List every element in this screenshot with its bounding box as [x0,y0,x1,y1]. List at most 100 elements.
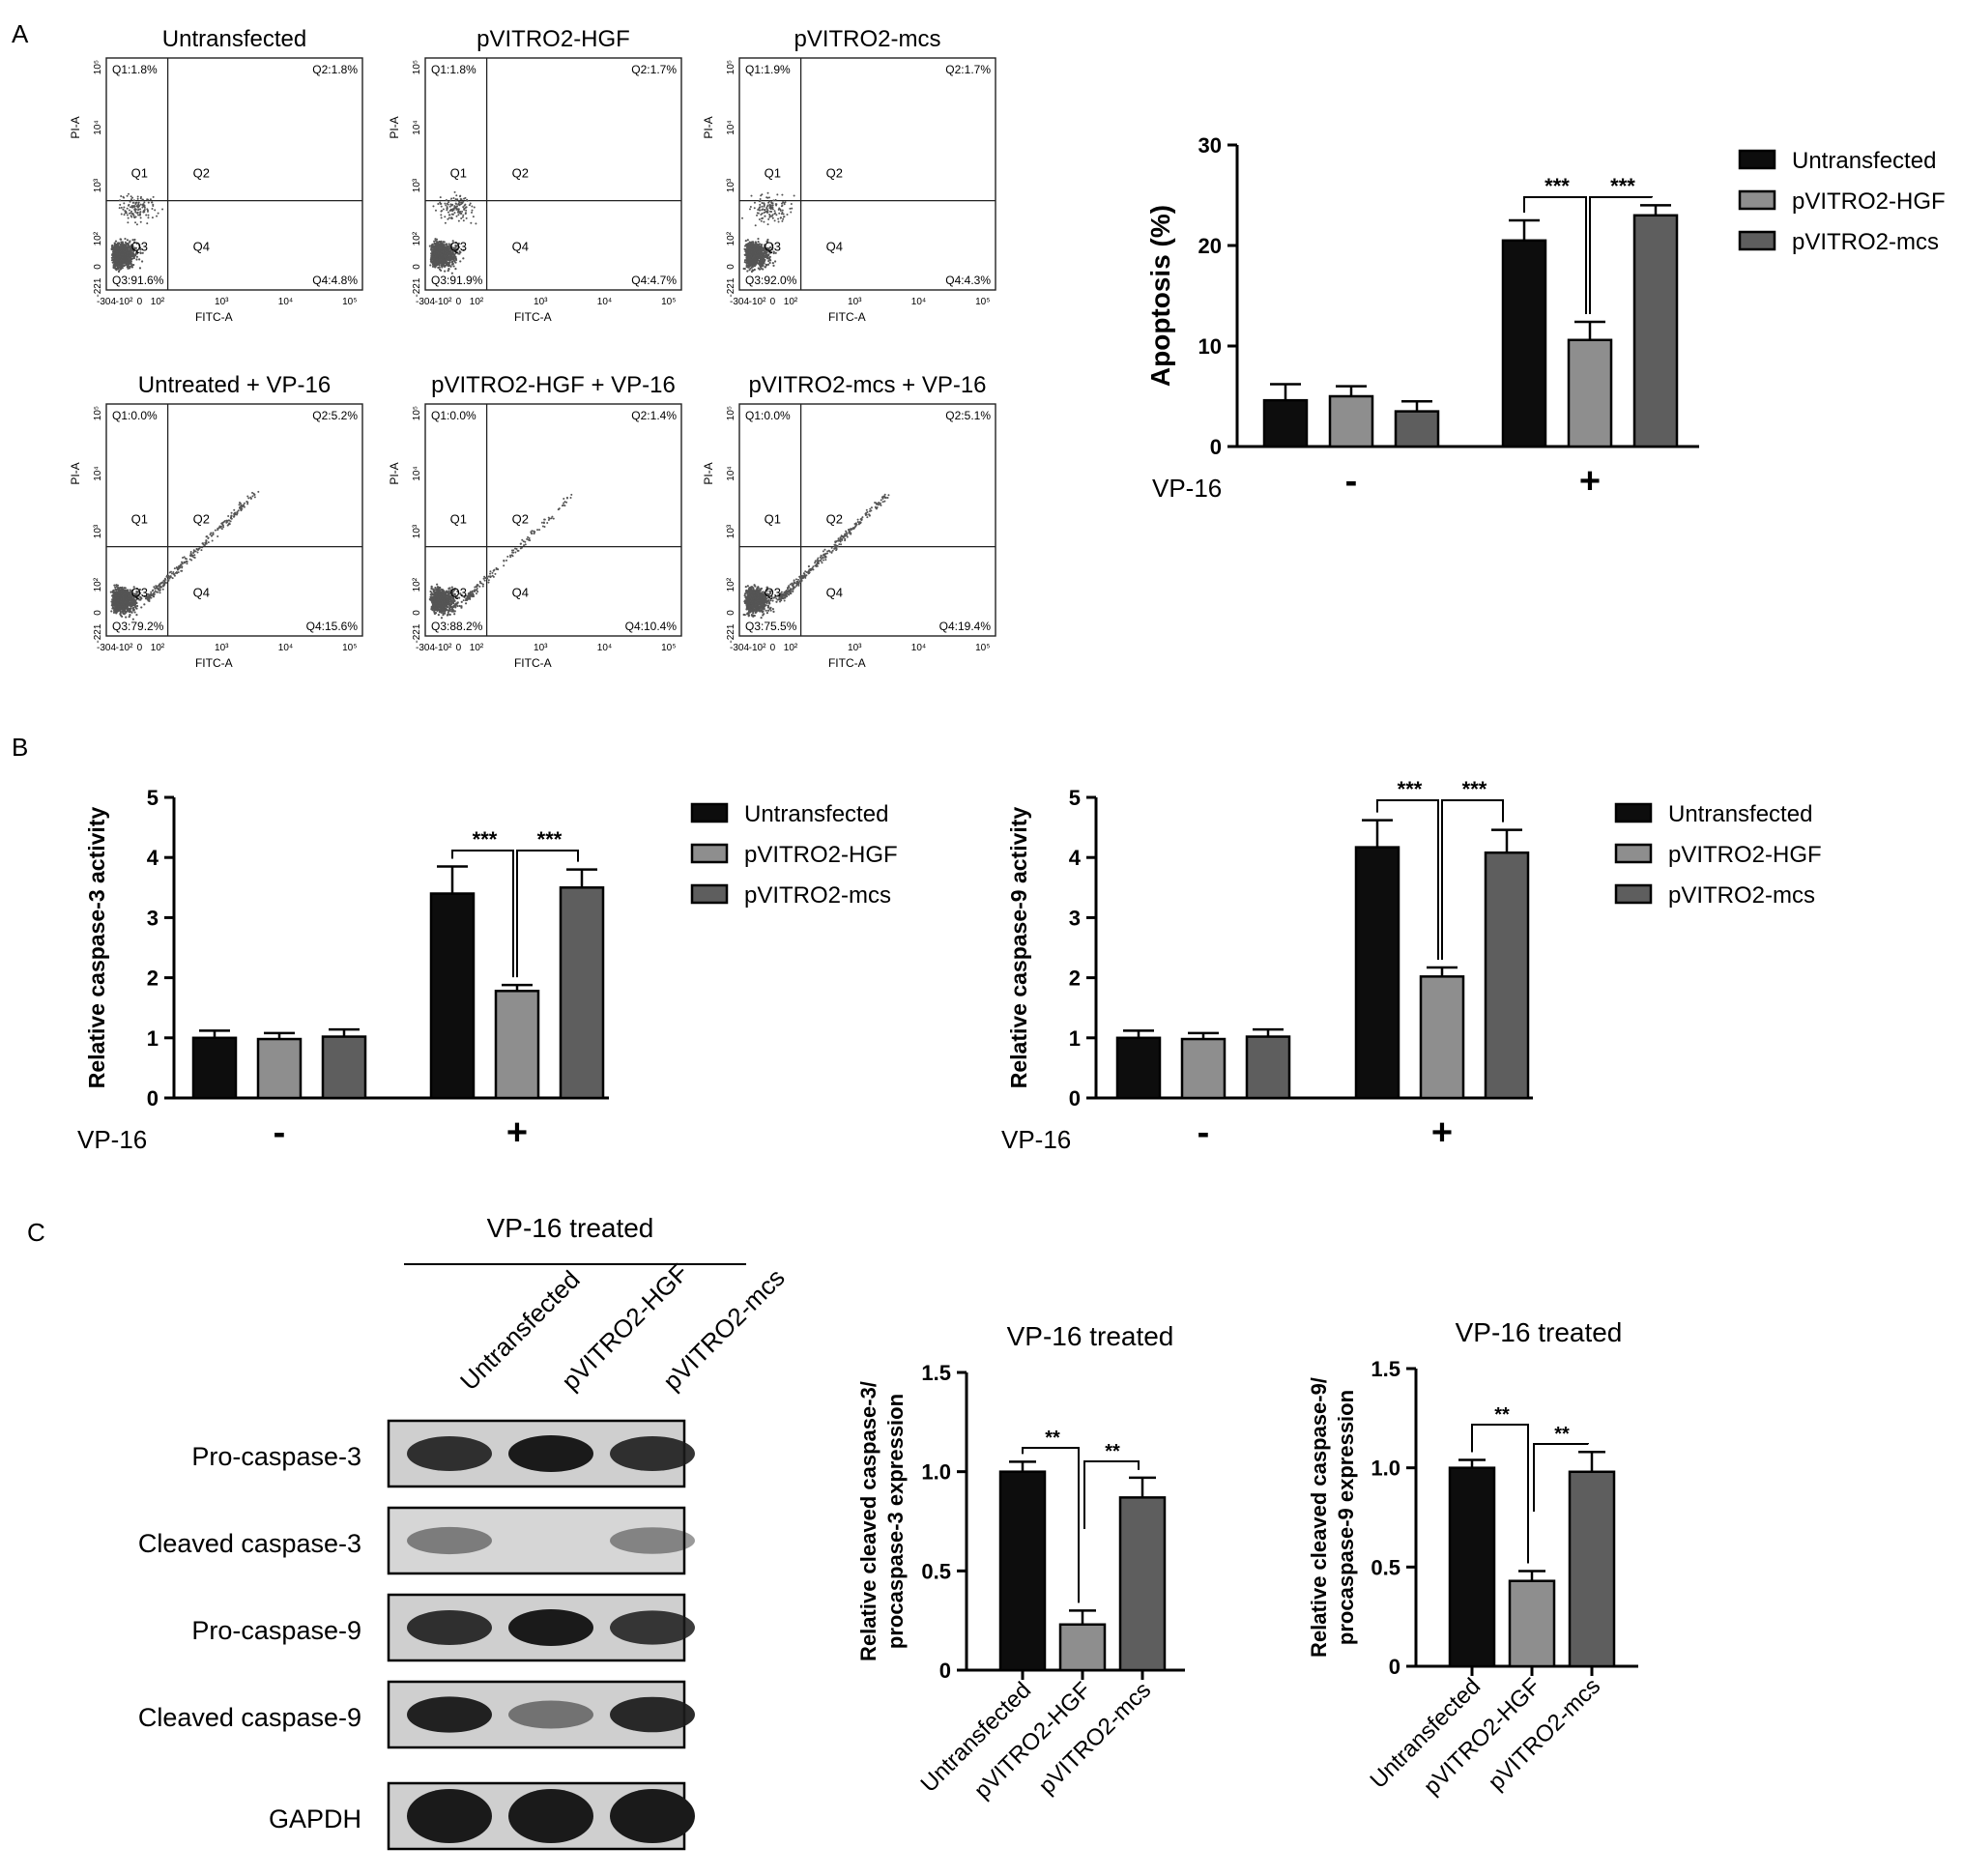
flow-dot [759,218,761,220]
flow-dot [454,268,456,270]
flow-dot [119,207,121,209]
flow-dot [772,265,774,267]
flow-x-tick: 10³ [848,297,862,307]
flow-dot [127,221,129,223]
flow-dot [133,199,135,201]
flow-dot [118,266,120,268]
flow-dot [762,208,764,210]
flow-plot: Untreated + VP-16Q1:0.0%Q2:5.2%Q3:79.2%Q… [69,372,362,670]
flow-q3-name: Q3 [131,586,148,600]
flow-dot [124,247,126,249]
flow-y-tick: 10⁵ [93,60,103,74]
flow-x-axis-label: FITC-A [514,310,552,324]
flow-q4-value: Q4:4.8% [312,274,358,287]
flow-dot [196,548,198,550]
flow-dot [135,202,137,204]
flow-dot [445,593,447,595]
flow-dot [451,607,453,609]
flow-dot [127,251,129,253]
flow-dot [467,200,469,202]
flow-dot [460,605,462,607]
flow-dot [120,592,122,593]
flow-dot [442,245,444,246]
flow-dot [116,609,118,611]
flow-y-tick: 10⁵ [93,406,103,420]
flow-dot [778,209,780,211]
flow-dot [450,209,452,211]
flow-x-tick: -10² [116,643,133,653]
flow-dot [128,254,130,256]
flow-y-tick: -221 [93,277,103,297]
flow-dot [751,241,753,243]
flow-y-tick: 10⁵ [412,60,422,74]
flow-dot [123,206,125,208]
flow-dot [784,201,786,203]
flow-dot [462,216,464,218]
flow-dot [753,262,755,264]
flow-dot [116,611,118,613]
flow-dot [115,269,117,271]
flow-dot [130,605,132,607]
flow-y-axis-label: PI-A [69,462,82,484]
flow-dot [144,209,146,211]
flow-dot [233,509,235,511]
flow-plot-title: pVITRO2-mcs [794,26,940,52]
flow-dot [178,567,180,569]
flow-dot [127,605,129,607]
flow-dot [767,192,769,194]
flow-dot [436,584,438,586]
flow-dot [176,571,178,573]
flow-dot [135,216,137,217]
flow-q2-name: Q2 [193,166,210,181]
flow-x-tick: 10⁴ [278,643,293,653]
flow-dot [152,216,154,218]
flow-dot [128,193,130,195]
flow-dot [119,199,121,201]
flow-q2-name: Q2 [193,512,210,527]
flow-dot [118,605,120,607]
flow-dot [462,257,464,259]
flow-dot [435,210,437,212]
flow-dot [133,611,135,613]
flow-x-tick: 10² [784,297,798,307]
flow-dot [772,217,774,219]
flow-dot [133,257,135,259]
flow-dot [754,269,756,271]
flow-dot [132,602,134,604]
flow-q3-value: Q3:91.9% [431,274,483,287]
flow-dot [451,214,453,216]
flow-dot [434,245,436,246]
flow-dot [748,267,750,269]
flow-dot [465,602,467,604]
flow-dot [167,579,169,581]
flow-q1-name: Q1 [765,166,781,181]
flow-dot [448,214,450,216]
flow-y-tick: 10² [93,577,103,592]
flow-dot [134,221,136,223]
flow-dot [231,512,233,514]
flow-dot [437,244,439,245]
flow-dot [453,255,455,257]
flow-dot [750,268,752,270]
flow-dot [200,549,202,551]
flow-plot: UntransfectedQ1:1.8%Q2:1.8%Q3:91.6%Q4:4.… [69,26,362,324]
flow-dot [758,257,760,259]
flow-dot [455,194,457,196]
flow-x-tick: 10⁵ [342,643,357,653]
flow-dot [754,202,756,204]
flow-dot [757,238,759,240]
flow-dot [471,210,473,212]
flow-dot [761,206,763,208]
flow-dot [457,211,459,213]
flow-dot [139,214,141,216]
flow-x-axis-label: FITC-A [828,310,866,324]
flow-dot [754,251,756,253]
flow-dot [435,612,437,614]
flow-dot [436,588,438,590]
flow-dot [446,250,447,252]
flow-dot [141,199,143,201]
flow-dot [127,256,129,258]
flow-dot [127,268,129,270]
flow-q3-name: Q3 [765,240,781,254]
